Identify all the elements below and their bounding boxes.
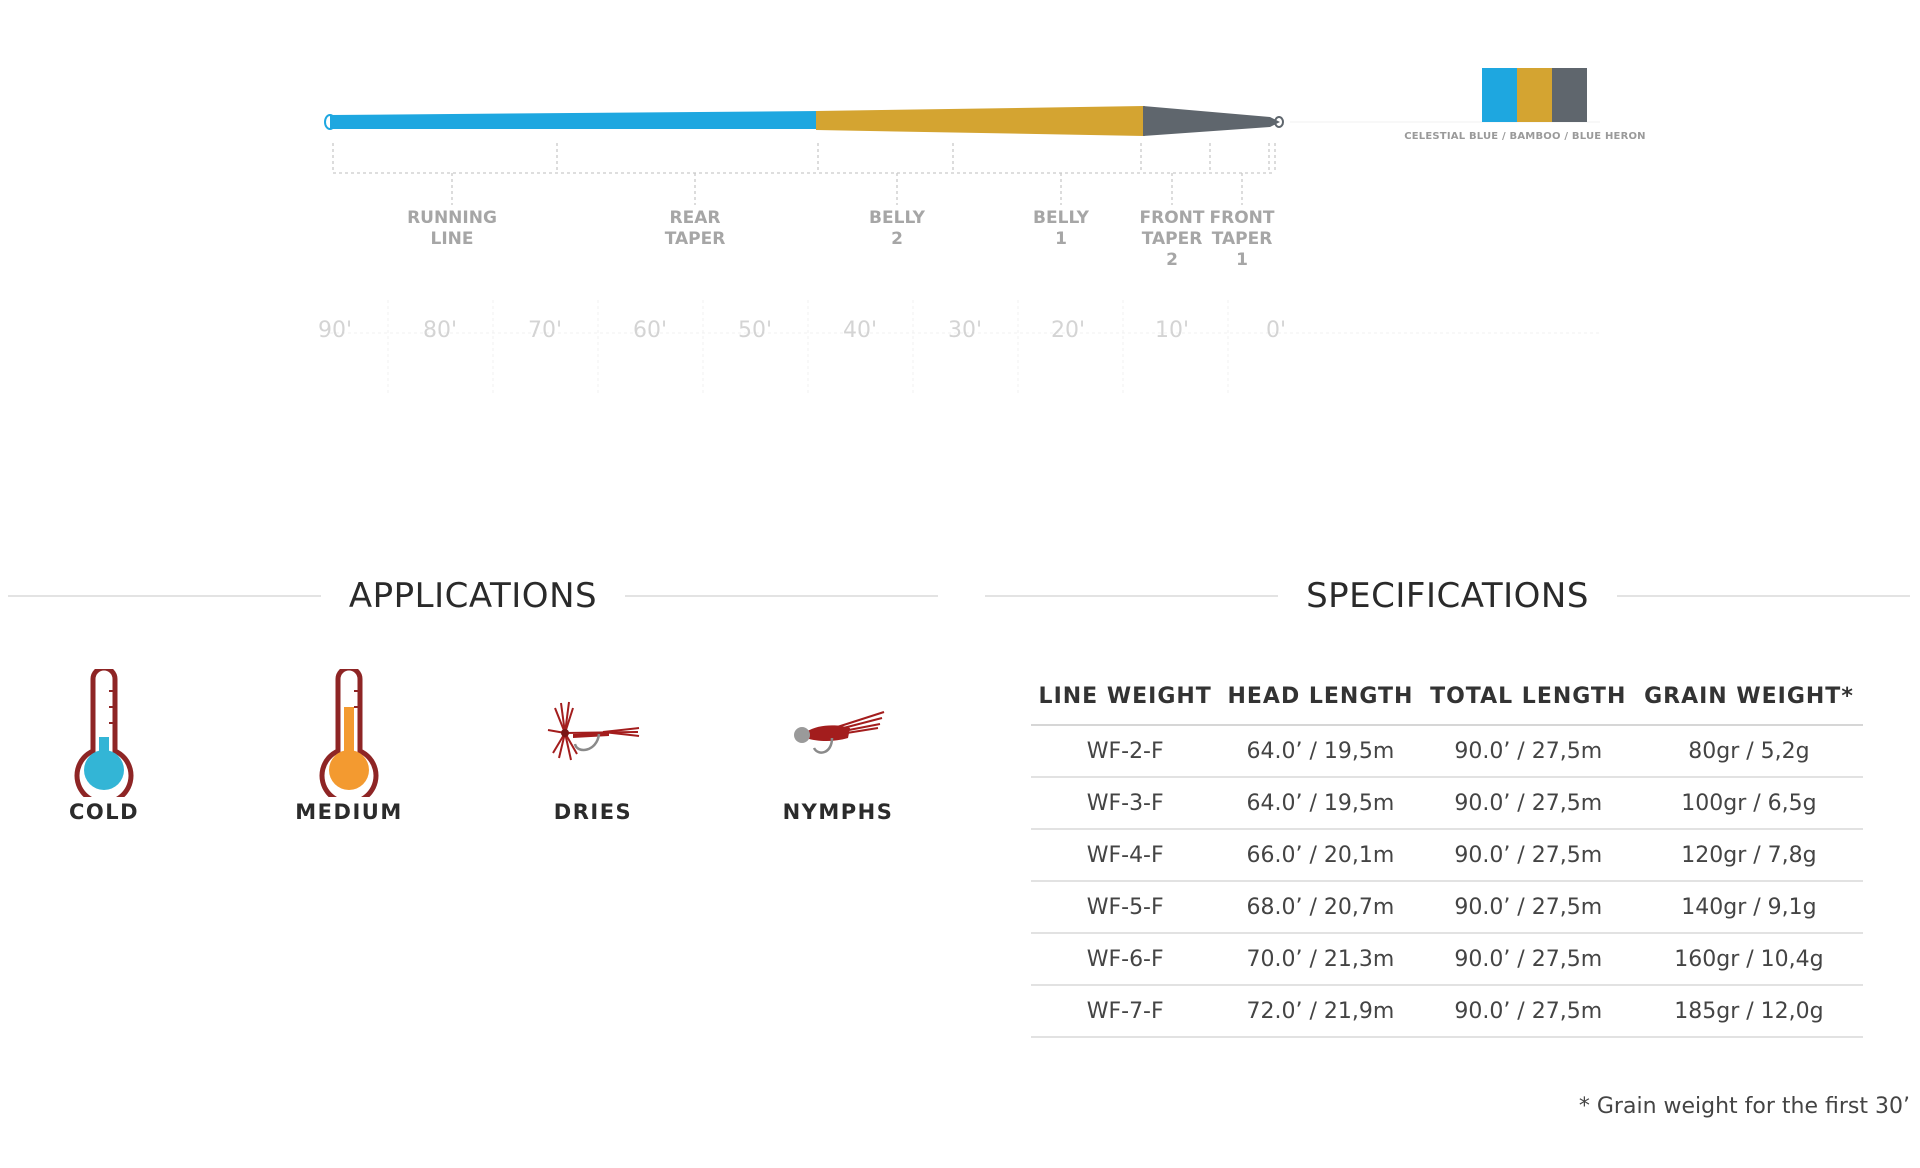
cell-line-weight: WF-4-F [1031,829,1220,882]
application-label: NYMPHS [782,800,894,824]
cell-grain-weight: 120gr / 7,8g [1634,829,1863,882]
cell-line-weight: WF-2-F [1031,725,1220,778]
cell-grain-weight: 160gr / 10,4g [1634,933,1863,986]
swatch-blue-heron [1552,68,1587,122]
cell-head-length: 70.0’ / 21,3m [1219,933,1422,986]
front-loop [1274,116,1284,128]
segment-label-front-taper-1: FRONT TAPER 1 [1209,208,1275,270]
heading-rule [1616,595,1911,597]
header-grain-weight: GRAIN WEIGHT* [1634,668,1863,726]
taper-diagram-graphic [324,106,1600,395]
rear-loop [324,114,336,130]
cell-head-length: 66.0’ / 20,1m [1219,829,1422,882]
cell-grain-weight: 100gr / 6,5g [1634,777,1863,830]
heading-rule [985,595,1279,597]
cell-total-length: 90.0’ / 27,5m [1421,725,1635,778]
table-row: WF-6-F 70.0’ / 21,3m 90.0’ / 27,5m 160gr… [1031,933,1863,986]
application-label: COLD [68,800,140,824]
table-row: WF-3-F 64.0’ / 19,5m 90.0’ / 27,5m 100gr… [1031,777,1863,830]
distance-axis-grid [330,300,1600,395]
cell-line-weight: WF-7-F [1031,985,1220,1038]
cell-total-length: 90.0’ / 27,5m [1421,933,1635,986]
thermometer-cold-icon [74,669,134,797]
heading-rule [8,595,321,597]
axis-tick-20: 20' [1050,318,1086,343]
axis-tick-80: 80' [422,318,458,343]
cell-total-length: 90.0’ / 27,5m [1421,829,1635,882]
cell-grain-weight: 140gr / 9,1g [1634,881,1863,934]
table-row: WF-7-F 72.0’ / 21,9m 90.0’ / 27,5m 185gr… [1031,985,1863,1038]
cell-grain-weight: 80gr / 5,2g [1634,725,1863,778]
nymph-fly-icon [794,711,885,754]
color-caption: CELESTIAL BLUE / BAMBOO / BLUE HERON [1404,131,1646,142]
cell-grain-weight: 185gr / 12,0g [1634,985,1863,1038]
fly-line [324,106,1284,136]
cell-line-weight: WF-6-F [1031,933,1220,986]
swatch-bamboo [1517,68,1552,122]
color-swatches [1482,68,1587,122]
segment-label-rear-taper: REAR TAPER [664,208,726,249]
axis-tick-50: 50' [737,318,773,343]
cell-total-length: 90.0’ / 27,5m [1421,985,1635,1038]
applications-title: APPLICATIONS [348,576,598,616]
front-taper-segment [1143,106,1280,136]
axis-tick-90: 90' [317,318,353,343]
header-line-weight: LINE WEIGHT [1031,668,1220,726]
segment-label-belly-1: BELLY 1 [1033,208,1089,249]
cell-line-weight: WF-3-F [1031,777,1220,830]
specifications-title: SPECIFICATIONS [1306,576,1589,616]
cell-head-length: 64.0’ / 19,5m [1219,725,1422,778]
application-cold: COLD [4,668,204,824]
axis-tick-30: 30' [947,318,983,343]
axis-tick-10: 10' [1154,318,1190,343]
heading-rule [625,595,939,597]
cell-head-length: 68.0’ / 20,7m [1219,881,1422,934]
belly-segment [816,106,1145,136]
specifications-table: LINE WEIGHT HEAD LENGTH TOTAL LENGTH GRA… [1031,668,1863,1038]
application-medium: MEDIUM [249,668,449,824]
table-row: WF-2-F 64.0’ / 19,5m 90.0’ / 27,5m 80gr … [1031,725,1863,778]
application-dries: DRIES [493,668,693,824]
application-nymphs: NYMPHS [738,668,938,824]
running-line-segment [330,111,820,129]
segment-label-running-line: RUNNING LINE [407,208,497,249]
axis-tick-40: 40' [842,318,878,343]
axis-tick-70: 70' [527,318,563,343]
axis-tick-0: 0' [1265,318,1287,343]
swatch-celestial-blue [1482,68,1517,122]
cell-total-length: 90.0’ / 27,5m [1421,881,1635,934]
dry-fly-icon [547,701,640,761]
table-header-row: LINE WEIGHT HEAD LENGTH TOTAL LENGTH GRA… [1031,668,1863,726]
applications-heading: APPLICATIONS [8,566,939,626]
segment-label-front-taper-2: FRONT TAPER 2 [1139,208,1205,270]
table-row: WF-5-F 68.0’ / 20,7m 90.0’ / 27,5m 140gr… [1031,881,1863,934]
cell-total-length: 90.0’ / 27,5m [1421,777,1635,830]
cell-head-length: 72.0’ / 21,9m [1219,985,1422,1038]
cell-line-weight: WF-5-F [1031,881,1220,934]
taper-diagram: RUNNING LINE REAR TAPER BELLY 2 BELLY 1 … [0,0,1920,420]
cell-head-length: 64.0’ / 19,5m [1219,777,1422,830]
header-total-length: TOTAL LENGTH [1421,668,1635,726]
grain-weight-footnote: * Grain weight for the first 30’ [1578,1094,1910,1119]
axis-tick-60: 60' [632,318,668,343]
application-label: DRIES [553,800,633,824]
application-label: MEDIUM [295,800,403,824]
thermometer-medium-icon [319,669,379,797]
segment-label-belly-2: BELLY 2 [869,208,925,249]
header-head-length: HEAD LENGTH [1219,668,1422,726]
table-row: WF-4-F 66.0’ / 20,1m 90.0’ / 27,5m 120gr… [1031,829,1863,882]
specifications-heading: SPECIFICATIONS [985,566,1911,626]
segment-bracket [332,143,1276,205]
